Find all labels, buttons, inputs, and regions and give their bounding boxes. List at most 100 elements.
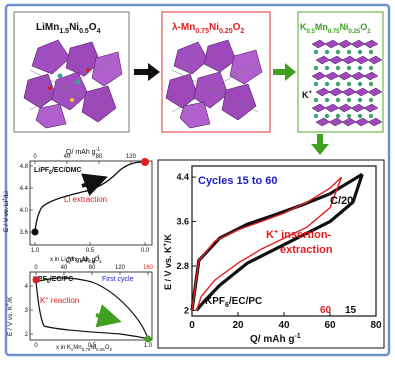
k-ion-sphere <box>357 65 363 71</box>
plot1-top-axis-label: Q/ mAh g-1 <box>66 147 100 156</box>
k-ion-sphere <box>335 81 341 87</box>
k-ion-sphere <box>324 81 330 87</box>
plot3-annotation-line1: K+ insertion- <box>266 229 332 241</box>
plot3-x-tick-label: 20 <box>232 320 244 331</box>
k-ion-sphere <box>368 81 374 87</box>
plot1-x-tick-label: 0.0 <box>141 248 150 254</box>
plot2-x-label: x in KxMn0.75Ni0.25O2 <box>56 345 112 352</box>
layer-octahedron <box>367 117 383 127</box>
plot3-curves <box>190 172 364 312</box>
plot2-electrolyte: KPF6/EC/PC <box>33 276 73 285</box>
structure-box-3: K0.5Mn0.75Ni0.25O2 K+ <box>297 11 384 133</box>
plot2-top-tick-label: 40 <box>61 265 68 271</box>
plot2-top-axis-label: Q/ mAh g-1 <box>66 255 100 264</box>
structure-box-1: LiMn1.5Ni0.5O4 <box>13 11 130 133</box>
plot2-y-tick-label: 4 <box>25 284 29 290</box>
k-ion-sphere <box>368 113 374 119</box>
plot1-end-marker <box>141 158 149 166</box>
plot3-legend-15: 15 <box>345 305 357 316</box>
plot1-y-label: E / V vs. Li+/Li <box>1 191 10 232</box>
plot1-electrolyte: LiPF6/EC/DMC <box>34 167 82 176</box>
plot3-ticks: 0 20 40 60 80 2 2.8 3.6 4.4 <box>176 172 382 331</box>
plot2-arrow <box>95 304 122 328</box>
plot2-x-tick-label: 1.0 <box>144 343 153 349</box>
plot2-y-axis: 2 3 4 <box>25 284 33 338</box>
spinel-crystal-1 <box>23 39 123 129</box>
plot3-series-15-discharge <box>195 173 364 312</box>
plot2-y-label: E / V vs. K+/K <box>5 296 14 336</box>
plot2-y-tick-label: 2 <box>25 332 29 338</box>
plot2-end-marker <box>144 335 152 343</box>
plot1-y-tick-label: 3.6 <box>20 230 29 236</box>
plot1-top-tick-label: 120 <box>126 154 137 160</box>
plot2-y-tick-label: 3 <box>25 308 29 314</box>
structure-3-formula: K0.5Mn0.75Ni0.25O2 <box>300 22 371 35</box>
plot2-x-axis: 0 0.5 1.0 <box>34 343 153 349</box>
k-ion-sphere <box>335 49 341 55</box>
plot3-x-tick-label: 40 <box>278 320 290 331</box>
plot2-top-tick-label: 120 <box>115 265 126 271</box>
k-ion-sphere <box>335 97 341 103</box>
k-ion-sphere <box>368 97 374 103</box>
layer-octahedron <box>363 71 379 81</box>
plot3-x-label: Q/ mAh g-1 <box>250 333 301 345</box>
plot1-start-marker <box>31 228 39 236</box>
k-ion-sphere <box>346 113 352 119</box>
layer-octahedron <box>367 87 383 97</box>
k-ion-sphere <box>357 81 363 87</box>
plot3-y-label: E / V vs. K+/K <box>163 233 173 290</box>
plot1-x-axis: 1.0 0.5 0.0 <box>31 242 150 254</box>
k-ion-sphere <box>346 49 352 55</box>
k-ion-sphere <box>368 65 374 71</box>
k-ion-label: K+ <box>302 90 313 100</box>
k-ion-sphere <box>368 49 374 55</box>
k-ion-sphere <box>324 65 330 71</box>
plot1-arrow <box>81 173 108 197</box>
plot1-annotation: Li extraction <box>64 195 107 204</box>
k-ion-sphere <box>313 49 319 55</box>
structure-1-formula: LiMn1.5Ni0.5O4 <box>36 22 101 35</box>
plot3-rate-label: C/20 <box>330 195 353 207</box>
structure-2-formula: λ-Mn0.75Ni0.25O2 <box>172 22 244 35</box>
plot1-top-tick-label: 40 <box>64 154 71 160</box>
plot3-y-tick-label: 4.4 <box>176 172 189 182</box>
k-ion-sphere <box>346 97 352 103</box>
plot2-cycle-label: First cycle <box>102 276 134 283</box>
k-ion-sphere <box>335 65 341 71</box>
k-ion-sphere <box>324 113 330 119</box>
layered-crystal <box>311 39 383 127</box>
k-ion-sphere <box>357 97 363 103</box>
plot3-annotation-line2: extraction <box>280 244 333 256</box>
plot-k-first-cycle: 0 40 80 120 160 Q/ mAh g-1 2 3 4 E / V vs. K+/… <box>5 255 154 352</box>
plot1-top-tick-label: 80 <box>96 154 103 160</box>
k-ion-sphere <box>313 97 319 103</box>
plot3-x-tick-label: 60 <box>324 320 336 331</box>
k-ion-sphere <box>313 81 319 87</box>
plot3-y-tick-label: 3.6 <box>176 217 189 227</box>
k-ion-sphere <box>335 113 341 119</box>
layer-octahedron <box>367 55 383 65</box>
plot1-y-axis: 3.6 4.0 4.4 4.8 <box>20 164 33 236</box>
plot2-top-axis: 0 40 80 120 160 <box>34 265 154 275</box>
plot3-x-tick-label: 80 <box>370 320 382 331</box>
plot3-y-tick-label: 2 <box>184 305 189 315</box>
plot3-legend-60: 60 <box>320 305 332 316</box>
plot1-y-tick-label: 4.4 <box>20 186 29 192</box>
plot2-top-tick-label: 80 <box>89 265 96 271</box>
k-ion-sphere <box>357 113 363 119</box>
plot2-top-tick-label: 160 <box>143 265 154 271</box>
arrow-1-black <box>134 63 160 81</box>
k-ion-sphere <box>357 49 363 55</box>
spinel-crystal-2 <box>165 39 263 129</box>
plot2-curve <box>35 277 149 340</box>
plot2-x-tick-label: 0.5 <box>88 343 97 349</box>
k-ion-sphere <box>313 65 319 71</box>
arrow-2-green <box>273 63 296 81</box>
plot3-axes-box <box>191 165 377 317</box>
k-ion-sphere <box>346 65 352 71</box>
plot3-electrolyte: KPF6/EC/PC <box>205 296 262 309</box>
plot2-start-marker <box>32 276 40 284</box>
plot1-x-label: x in LixMn1.5Ni0.5O4 <box>50 257 102 264</box>
plot3-series-60-charge <box>191 176 342 311</box>
